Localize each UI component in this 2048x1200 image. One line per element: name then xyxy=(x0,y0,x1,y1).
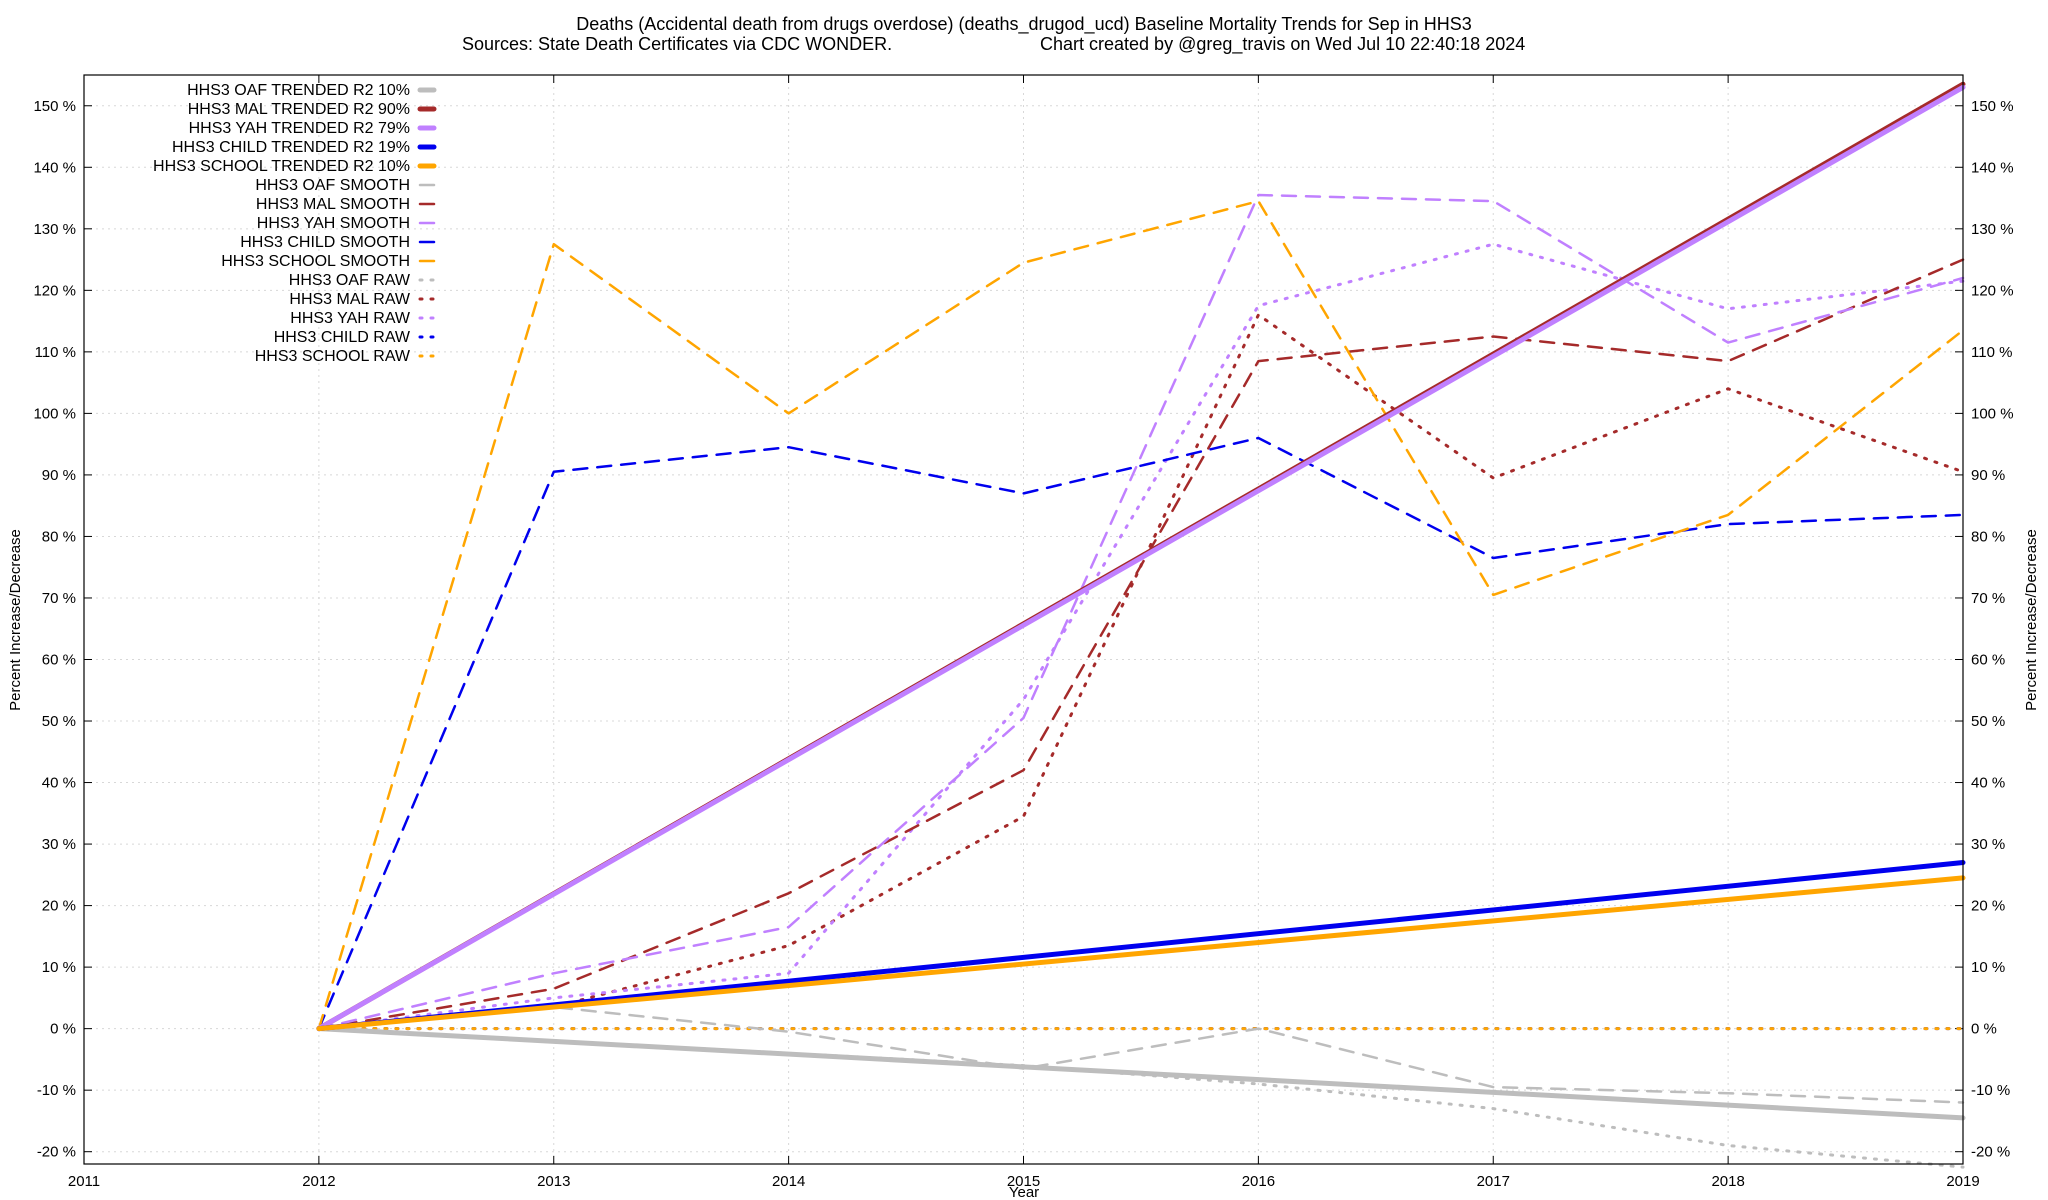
series-line-oaf-smooth xyxy=(317,1005,1965,1104)
y-axis-label-right: Percent Increase/Decrease xyxy=(2023,529,2040,711)
legend-label: HHS3 YAH TRENDED R2 79% xyxy=(189,120,410,137)
y-tick-label-left: 110 % xyxy=(35,344,76,361)
legend-label: HHS3 MAL RAW xyxy=(289,291,411,308)
series-line-yah-trend xyxy=(316,84,1966,1032)
x-tick-label: 2019 xyxy=(1946,1173,1979,1190)
y-tick-label-right: 90 % xyxy=(1971,467,2005,484)
y-tick-label-left: -10 % xyxy=(37,1082,76,1099)
x-tick-label: 2012 xyxy=(302,1173,335,1190)
series-line-yah-smooth xyxy=(317,193,1965,1030)
legend-label: HHS3 OAF TRENDED R2 10% xyxy=(187,82,410,99)
x-tick-label: 2016 xyxy=(1242,1173,1275,1190)
y-tick-label-left: 90 % xyxy=(42,467,76,484)
y-tick-label-left: 120 % xyxy=(33,282,76,299)
y-tick-label-left: 150 % xyxy=(33,98,76,115)
y-tick-label-right: 10 % xyxy=(1971,959,2005,976)
legend-label: HHS3 MAL SMOOTH xyxy=(256,196,410,213)
legend-label: HHS3 CHILD SMOOTH xyxy=(240,234,410,251)
x-tick-label: 2018 xyxy=(1711,1173,1744,1190)
y-tick-label-left: 100 % xyxy=(33,405,76,422)
legend-label: HHS3 CHILD TRENDED R2 19% xyxy=(172,139,410,156)
y-tick-label-left: 20 % xyxy=(42,898,76,915)
series-line-oaf-trend xyxy=(316,1026,1966,1121)
y-tick-label-right: 120 % xyxy=(1971,282,2014,299)
y-tick-label-right: 110 % xyxy=(1971,344,2012,361)
legend-label: HHS3 CHILD RAW xyxy=(274,329,411,346)
series-line-mal-smooth xyxy=(317,258,1965,1030)
legend-label: HHS3 YAH RAW xyxy=(290,310,411,327)
series-line-child-smooth xyxy=(317,436,1965,1030)
x-tick-label: 2014 xyxy=(772,1173,805,1190)
y-tick-label-right: 60 % xyxy=(1971,651,2005,668)
y-tick-label-left: 0 % xyxy=(50,1021,76,1038)
y-tick-label-left: 130 % xyxy=(33,221,76,238)
series-line-school-smooth xyxy=(317,199,1965,1030)
y-tick-label-left: 140 % xyxy=(33,159,76,176)
y-tick-label-right: 130 % xyxy=(1971,221,2014,238)
y-tick-label-left: 60 % xyxy=(42,651,76,668)
y-tick-label-right: 100 % xyxy=(1971,405,2014,422)
y-tick-label-right: 0 % xyxy=(1971,1021,1997,1038)
legend-label: HHS3 SCHOOL SMOOTH xyxy=(221,253,410,270)
chart-title-line1: Deaths (Accidental death from drugs over… xyxy=(576,14,1471,35)
y-tick-label-right: 140 % xyxy=(1971,159,2014,176)
series-line-child-trend xyxy=(316,860,1966,1032)
legend-label: HHS3 MAL TRENDED R2 90% xyxy=(188,101,410,118)
series-line-school-trend xyxy=(316,875,1966,1032)
chart-source-text: Sources: State Death Certificates via CD… xyxy=(462,34,892,54)
legend-label: HHS3 OAF SMOOTH xyxy=(255,177,410,194)
y-tick-label-left: 50 % xyxy=(42,713,76,730)
legend-label: HHS3 SCHOOL RAW xyxy=(255,348,411,365)
x-tick-label: 2015 xyxy=(1007,1173,1040,1190)
x-axis-label: Year xyxy=(1009,1184,1039,1200)
y-tick-label-right: 30 % xyxy=(1971,836,2005,853)
x-tick-label: 2011 xyxy=(68,1173,100,1190)
plot-frame xyxy=(83,74,1964,1165)
legend-label: HHS3 OAF RAW xyxy=(289,272,411,289)
y-axis-label-left: Percent Increase/Decrease xyxy=(7,529,24,711)
y-tick-label-left: 10 % xyxy=(42,959,76,976)
x-tick-label: 2017 xyxy=(1477,1173,1510,1190)
y-tick-label-right: 20 % xyxy=(1971,898,2005,915)
y-tick-label-right: 50 % xyxy=(1971,713,2005,730)
y-tick-label-left: 70 % xyxy=(42,590,76,607)
legend-label: HHS3 YAH SMOOTH xyxy=(257,215,410,232)
series-line-mal-raw xyxy=(317,313,1965,1031)
y-tick-label-right: 40 % xyxy=(1971,775,2005,792)
legend: HHS3 OAF TRENDED R2 10% HHS3 MAL TRENDED … xyxy=(153,82,437,365)
y-tick-label-right: 150 % xyxy=(1971,98,2014,115)
x-tick-label: 2013 xyxy=(537,1173,570,1190)
y-tick-label-right: -20 % xyxy=(1971,1144,2010,1161)
y-tick-label-left: 40 % xyxy=(42,775,76,792)
series-line-yah-raw xyxy=(317,242,1965,1031)
y-tick-label-left: -20 % xyxy=(37,1144,76,1161)
y-tick-label-right: 70 % xyxy=(1971,590,2005,607)
series-lines xyxy=(316,81,1966,1169)
y-tick-label-left: 80 % xyxy=(42,528,76,545)
y-tick-label-right: 80 % xyxy=(1971,528,2005,545)
y-tick-label-left: 30 % xyxy=(42,836,76,853)
chart-credit-text: Chart created by @greg_travis on Wed Jul… xyxy=(1040,34,1525,55)
grid xyxy=(83,75,1964,1164)
y-tick-label-right: -10 % xyxy=(1971,1082,2010,1099)
legend-label: HHS3 SCHOOL TRENDED R2 10% xyxy=(153,158,410,175)
